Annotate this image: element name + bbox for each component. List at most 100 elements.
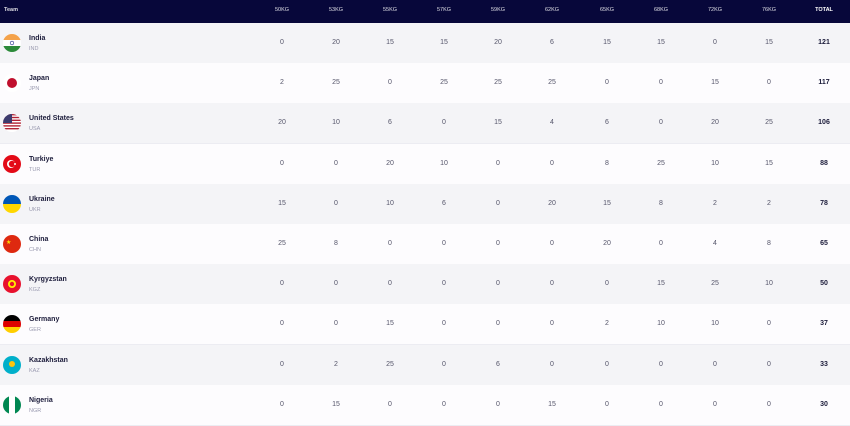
total-cell: 33 [820, 360, 828, 368]
table-row[interactable]: Kyrgyzstan KGZ 0 0 0 0 0 0 0 15 25 10 50 [0, 264, 850, 306]
header-weight-9: 76KG [761, 7, 777, 13]
score-cell: 25 [278, 240, 286, 247]
score-cell: 0 [442, 400, 446, 408]
team-name[interactable]: Ukraine [29, 195, 55, 203]
score-cell: 0 [713, 400, 717, 408]
team-name[interactable]: Japan [29, 75, 50, 83]
header-weight-8: 72KG [707, 7, 723, 13]
team-name[interactable]: Kyrgyzstan [29, 276, 67, 284]
usa-flag-icon [3, 114, 21, 133]
score-cell: 8 [334, 240, 338, 247]
score-cell: 8 [605, 159, 609, 167]
score-cell: 8 [659, 199, 663, 207]
table-row[interactable]: Nigeria NGR 0 15 0 0 0 15 0 0 0 0 30 [0, 384, 850, 426]
score-cell: 20 [548, 199, 556, 207]
team-code: TUR [29, 166, 41, 173]
score-cell: 15 [657, 39, 665, 46]
score-cell: 0 [496, 240, 500, 247]
score-cell: 10 [711, 320, 719, 328]
table-row[interactable]: Japan JPN 2 25 0 25 25 25 0 0 15 0 117 [0, 63, 850, 105]
header-weight-2: 55KG [382, 7, 398, 13]
score-cell: 0 [442, 360, 446, 368]
score-cell: 0 [659, 360, 663, 368]
header-weight-5: 62KG [544, 7, 560, 13]
score-cell: 0 [442, 119, 446, 127]
score-cell: 0 [605, 79, 609, 87]
score-cell: 10 [332, 119, 340, 127]
table-row[interactable]: Kazakhstan KAZ 0 2 25 0 6 0 0 0 0 0 33 [0, 344, 850, 386]
team-code: KGZ [29, 287, 41, 294]
team-code: NGR [29, 407, 42, 414]
score-cell: 15 [548, 400, 556, 408]
score-cell: 6 [550, 39, 554, 46]
china-flag-icon: ★ [3, 235, 21, 253]
score-cell: 0 [496, 159, 500, 167]
table-header: Team 50KG 53KG 55KG 57KG 59KG 62KG 65KG 68KG 72K… [0, 0, 850, 24]
score-cell: 0 [605, 280, 609, 288]
table-row[interactable]: India IND 0 20 15 15 20 6 15 15 0 15 121 [0, 23, 850, 64]
india-flag-icon [3, 34, 21, 52]
score-cell: 15 [278, 199, 286, 207]
score-cell: 0 [767, 360, 771, 368]
team-name[interactable]: China [29, 236, 49, 243]
kazakhstan-flag-icon [3, 355, 21, 374]
team-name[interactable]: Kazakhstan [29, 356, 68, 364]
japan-flag-icon [3, 74, 21, 93]
score-cell: 15 [711, 79, 719, 87]
team-name[interactable]: Turkiye [29, 155, 54, 163]
turkiye-flag-icon [3, 154, 21, 173]
header-weight-1: 53KG [328, 7, 344, 13]
team-name[interactable]: India [29, 35, 46, 42]
team-name[interactable]: United States [29, 115, 74, 123]
score-cell: 20 [494, 39, 502, 46]
score-cell: 8 [767, 240, 771, 247]
table-row[interactable]: Germany GER 0 0 15 0 0 0 2 10 10 0 37 [0, 304, 850, 346]
score-cell: 10 [386, 199, 394, 207]
table-row[interactable]: Ukraine UKR 15 0 10 6 0 20 15 8 2 2 78 [0, 183, 850, 225]
table-row[interactable]: Turkiye TUR 0 0 20 10 0 0 8 25 10 15 88 [0, 143, 850, 185]
score-cell: 4 [550, 119, 554, 127]
score-cell: 10 [765, 280, 773, 288]
score-cell: 0 [713, 39, 717, 46]
score-cell: 15 [386, 39, 394, 46]
score-cell: 0 [550, 280, 554, 288]
total-cell: 65 [820, 240, 828, 247]
header-total: TOTAL [815, 7, 833, 13]
score-cell: 0 [767, 79, 771, 87]
score-cell: 2 [767, 199, 771, 207]
score-cell: 0 [496, 320, 500, 328]
score-cell: 0 [713, 360, 717, 368]
header-weight-7: 68KG [653, 7, 669, 13]
score-cell: 15 [603, 39, 611, 46]
score-cell: 0 [334, 320, 338, 328]
total-cell: 121 [818, 39, 830, 46]
score-cell: 15 [332, 400, 340, 408]
header-weight-0: 50KG [274, 7, 290, 13]
score-cell: 15 [603, 199, 611, 207]
score-cell: 0 [496, 400, 500, 408]
total-cell: 78 [820, 199, 828, 207]
team-name[interactable]: Germany [29, 316, 60, 324]
score-cell: 20 [603, 240, 611, 247]
team-code: USA [29, 126, 41, 133]
team-code: UKR [29, 206, 41, 213]
score-cell: 0 [334, 280, 338, 288]
team-name[interactable]: Nigeria [29, 396, 53, 404]
score-cell: 6 [388, 119, 392, 127]
score-cell: 25 [494, 79, 502, 87]
total-cell: 117 [818, 79, 830, 87]
table-row[interactable]: ★ China CHN 25 8 0 0 0 0 20 0 4 8 65 [0, 224, 850, 265]
score-cell: 0 [605, 400, 609, 408]
score-cell: 0 [388, 79, 392, 87]
score-cell: 15 [765, 39, 773, 46]
score-cell: 0 [334, 159, 338, 167]
score-cell: 2 [280, 79, 284, 87]
score-cell: 15 [386, 320, 394, 328]
score-cell: 25 [440, 79, 448, 87]
total-cell: 37 [820, 320, 828, 328]
header-weight-4: 59KG [490, 7, 506, 13]
score-cell: 0 [280, 159, 284, 167]
header-weight-6: 65KG [599, 7, 615, 13]
table-row[interactable]: United States USA 20 10 6 0 15 4 6 0 20 25 106 [0, 103, 850, 145]
score-cell: 0 [388, 280, 392, 288]
